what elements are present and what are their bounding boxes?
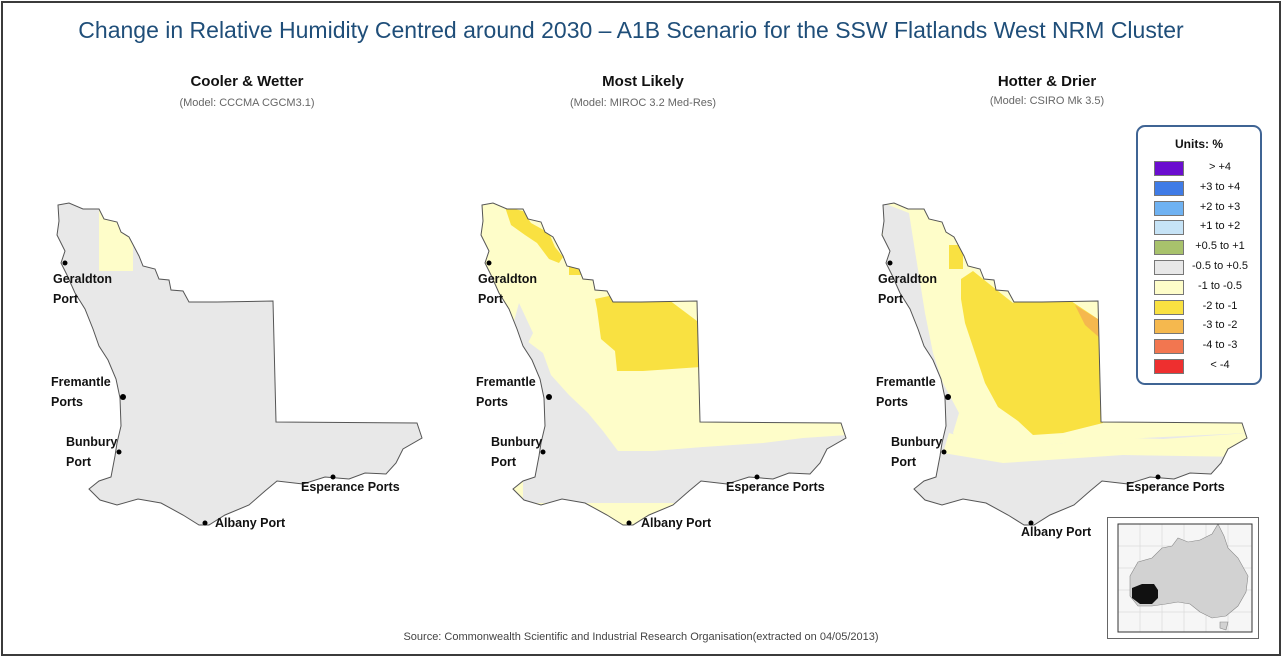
legend-item: -0.5 to +0.5 <box>1154 260 1260 276</box>
legend-item: +3 to +4 <box>1154 180 1260 197</box>
legend-label: +3 to +4 <box>1199 180 1241 193</box>
port-marker-geraldton <box>887 260 893 266</box>
port-marker-bunbury <box>540 449 546 455</box>
legend-swatch <box>1154 279 1184 295</box>
port-label-bunbury-1: Bunbury <box>891 435 942 449</box>
port-label-albany: Albany Port <box>1021 525 1092 539</box>
legend-label: > +4 <box>1208 161 1232 173</box>
legend-item: -4 to -3 <box>1154 339 1260 355</box>
port-marker-bunbury <box>941 449 947 455</box>
map-most-likely <box>480 202 847 526</box>
legend-swatch <box>1154 299 1184 315</box>
panel-title-most-likely: Most Likely <box>602 73 684 90</box>
port-marker-albany <box>1028 520 1034 526</box>
port-markers-most-likely: Geraldton Port Fremantle Ports Bunbury P… <box>476 260 825 530</box>
port-marker-albany <box>202 520 208 526</box>
locator-map-svg <box>1117 523 1253 633</box>
legend-item: -3 to -2 <box>1154 319 1260 335</box>
port-label-albany: Albany Port <box>641 516 712 530</box>
port-markers-hotter-drier: Geraldton Port Fremantle Ports Bunbury P… <box>876 260 1225 539</box>
legend-swatch <box>1154 359 1184 374</box>
port-label-fremantle-2: Ports <box>476 395 508 409</box>
legend-swatch <box>1154 200 1184 216</box>
port-label-geraldton-2: Port <box>53 292 79 306</box>
port-label-esperance: Esperance Ports <box>301 480 400 494</box>
legend-label: < -4 <box>1210 359 1230 371</box>
port-label-bunbury-2: Port <box>66 455 92 469</box>
legend-swatch <box>1154 260 1184 275</box>
legend-swatch <box>1154 339 1184 355</box>
panel-model-hotter-drier: (Model: CSIRO Mk 3.5) <box>989 95 1105 107</box>
map-cooler-wetter <box>56 202 423 526</box>
legend-swatch <box>1154 240 1184 256</box>
legend-swatch <box>1154 220 1184 236</box>
port-label-geraldton-1: Geraldton <box>53 272 112 286</box>
port-marker-esperance <box>1155 474 1161 480</box>
port-label-esperance: Esperance Ports <box>726 480 825 494</box>
port-marker-fremantle <box>120 394 126 400</box>
maps-svg: Geraldton Port Fremantle Ports Bunbury P… <box>51 202 1248 539</box>
legend-label: +2 to +3 <box>1199 200 1241 213</box>
port-marker-albany <box>626 520 632 526</box>
port-marker-esperance <box>754 474 760 480</box>
port-markers-cooler-wetter: Geraldton Port Fremantle Ports Bunbury P… <box>51 260 400 530</box>
port-label-bunbury-2: Port <box>491 455 517 469</box>
legend-item: -1 to -0.5 <box>1154 279 1260 296</box>
port-marker-fremantle <box>945 394 951 400</box>
port-label-fremantle-2: Ports <box>51 395 83 409</box>
port-label-geraldton-1: Geraldton <box>878 272 937 286</box>
legend-label: +1 to +2 <box>1199 220 1241 233</box>
panel-model-cooler-wetter: (Model: CCCMA CGCM3.1) <box>179 97 315 109</box>
port-label-fremantle-1: Fremantle <box>476 375 536 389</box>
port-label-geraldton-2: Port <box>478 292 504 306</box>
legend-item: +2 to +3 <box>1154 200 1260 217</box>
tasmania-outline <box>1219 621 1229 631</box>
panel-title-hotter-drier: Hotter & Drier <box>997 73 1097 90</box>
panel-model-most-likely: (Model: MIROC 3.2 Med-Res) <box>569 97 717 109</box>
australia-outline <box>1129 523 1249 619</box>
legend-swatch <box>1154 180 1184 196</box>
legend-label: -1 to -0.5 <box>1197 279 1243 292</box>
port-label-fremantle-1: Fremantle <box>876 375 936 389</box>
page-title: Change in Relative Humidity Centred arou… <box>78 17 1184 43</box>
port-marker-bunbury <box>116 449 122 455</box>
source-note: Source: Commonwealth Scientific and Indu… <box>403 631 879 643</box>
legend-label: -3 to -2 <box>1202 319 1238 332</box>
port-label-bunbury-1: Bunbury <box>66 435 117 449</box>
australia-locator-map <box>1107 517 1259 639</box>
port-label-geraldton-1: Geraldton <box>478 272 537 286</box>
panel-title-cooler-wetter: Cooler & Wetter <box>190 73 304 90</box>
port-label-esperance: Esperance Ports <box>1126 480 1225 494</box>
cluster-highlight <box>1132 584 1158 604</box>
map-hotter-drier <box>881 202 1248 526</box>
legend-swatch <box>1154 319 1184 335</box>
port-marker-esperance <box>330 474 336 480</box>
port-marker-geraldton <box>62 260 68 266</box>
legend-label: -4 to -3 <box>1202 339 1238 352</box>
legend-title: Units: % <box>1175 137 1223 151</box>
legend-item: < -4 <box>1154 359 1260 375</box>
legend-label: +0.5 to +1 <box>1195 240 1245 253</box>
legend-item: +0.5 to +1 <box>1154 240 1260 256</box>
legend-label: -2 to -1 <box>1202 299 1238 312</box>
legend-item: +1 to +2 <box>1154 220 1260 236</box>
legend-item: -2 to -1 <box>1154 299 1260 316</box>
legend-item: > +4 <box>1154 161 1260 177</box>
legend-swatch <box>1154 161 1184 176</box>
legend-label: -0.5 to +0.5 <box>1192 260 1248 272</box>
port-label-bunbury-2: Port <box>891 455 917 469</box>
port-label-fremantle-2: Ports <box>876 395 908 409</box>
port-label-bunbury-1: Bunbury <box>491 435 542 449</box>
port-label-fremantle-1: Fremantle <box>51 375 111 389</box>
port-marker-geraldton <box>486 260 492 266</box>
map-legend: Units: % > +4 +3 to +4 +2 to +3 +1 to +2 +0.… <box>1136 125 1262 385</box>
port-label-geraldton-2: Port <box>878 292 904 306</box>
port-label-albany: Albany Port <box>215 516 286 530</box>
port-marker-fremantle <box>546 394 552 400</box>
